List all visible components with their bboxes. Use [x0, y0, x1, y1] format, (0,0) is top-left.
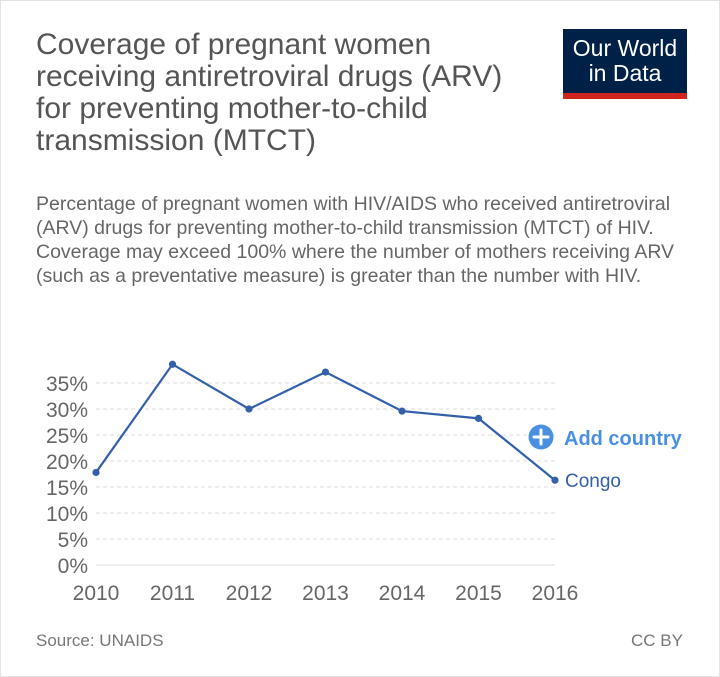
series-labels: Congo — [565, 471, 621, 492]
y-tick-label: 5% — [58, 529, 88, 552]
y-axis-ticks: 0% 5% 10% 15% 20% 25% 30% 35% — [46, 373, 88, 578]
line-chart: 0%5%10%15%20%25%30%35% 2010 2011 2012 2013 2… — [46, 360, 683, 605]
logo-underline — [563, 93, 687, 99]
source-note[interactable]: Source: UNAIDS — [36, 631, 164, 650]
y-tick-label: 25% — [46, 425, 88, 448]
chart-area: 0% 5% 10% 15% 20% 25% 30% 35% 2010 2011 2012 2013 2… — [1, 331, 720, 621]
y-tick-label: 20% — [46, 451, 88, 474]
data-point[interactable] — [321, 368, 330, 376]
plus-glyph — [532, 428, 550, 446]
data-point[interactable] — [92, 468, 100, 477]
x-tick-label: 2011 — [150, 582, 195, 605]
data-point[interactable] — [474, 414, 483, 422]
series-lines — [95, 362, 556, 482]
data-point[interactable] — [245, 405, 253, 413]
x-tick-label: 2013 — [302, 582, 349, 605]
y-tick-label: 10% — [46, 503, 88, 526]
x-tick-label: 2016 — [532, 582, 579, 605]
add-country-button[interactable]: Add country — [528, 424, 683, 451]
x-tick-label: 2015 — [455, 582, 502, 605]
x-tick-label: 2012 — [226, 582, 273, 605]
chart-title: Coverage of pregnant women receiving ant… — [36, 28, 503, 157]
series-points — [92, 360, 559, 484]
add-country-label[interactable]: Add country — [564, 428, 683, 450]
series-line-congo[interactable] — [95, 362, 556, 482]
owid-logo[interactable]: Our World in Data — [563, 29, 687, 99]
chart-subtitle: Percentage of pregnant women with HIV/AI… — [36, 193, 675, 287]
y-tick-label: 0% — [58, 555, 88, 578]
gridlines — [96, 382, 555, 566]
y-tick-label: 15% — [46, 477, 88, 500]
data-point[interactable] — [551, 476, 559, 484]
data-point[interactable] — [398, 407, 406, 415]
x-axis-ticks: 2010 2011 2012 2013 2014 2015 2016 — [73, 582, 579, 605]
y-tick-label: 30% — [46, 399, 88, 422]
logo-line-1: Our World — [572, 35, 678, 61]
series-label-congo[interactable]: Congo — [565, 471, 621, 492]
y-tick-label: 35% — [46, 373, 88, 396]
x-tick-label: 2010 — [73, 582, 120, 605]
x-tick-label: 2014 — [379, 582, 426, 605]
data-point[interactable] — [168, 360, 177, 368]
logo-line-2: in Data — [588, 60, 662, 86]
license-link[interactable]: CC BY — [631, 631, 683, 650]
